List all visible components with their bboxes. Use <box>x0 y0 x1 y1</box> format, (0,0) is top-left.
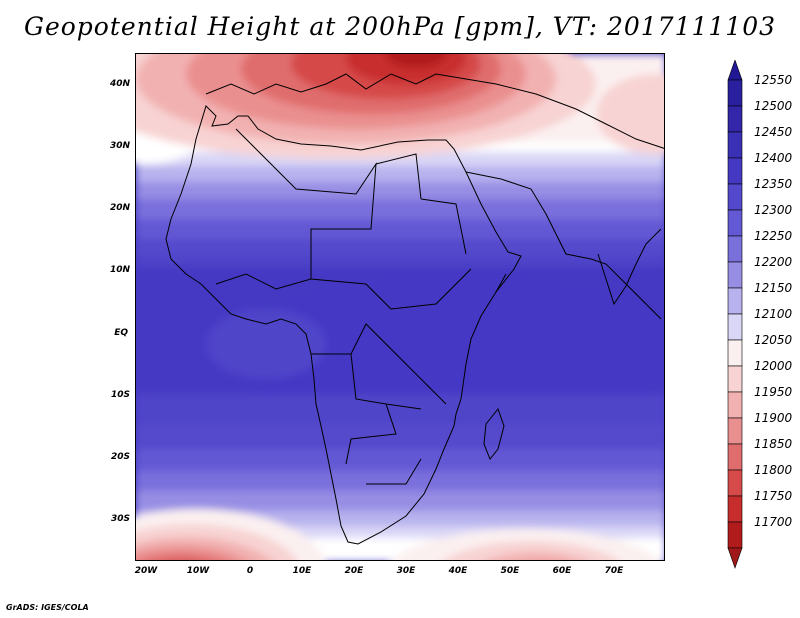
lon-label-50e: 50E <box>500 566 520 576</box>
lat-label-30n: 30N <box>109 141 130 151</box>
africa-coast <box>165 105 522 545</box>
country-borders <box>215 128 472 485</box>
lon-label-30e: 30E <box>396 566 416 576</box>
colorbar-level-label: 12100 <box>754 307 793 321</box>
colorbar-level-label: 12300 <box>754 203 793 217</box>
colorbar-level-label: 12150 <box>754 281 793 295</box>
colorbar-level-label: 12050 <box>754 333 793 347</box>
colorbar-swatch <box>727 183 743 211</box>
lon-label-60e: 60E <box>552 566 572 576</box>
colorbar-swatch <box>727 443 743 471</box>
lon-label-70e: 70E <box>604 566 624 576</box>
colorbar-level-label: 12450 <box>754 125 793 139</box>
colorbar-level-label: 11750 <box>754 489 793 503</box>
arabia-coast <box>465 171 662 320</box>
colorbar-level-label: 12500 <box>754 99 793 113</box>
colorbar-level-label: 11950 <box>754 385 793 399</box>
lat-label-10s: 10S <box>110 390 130 400</box>
colorbar-level-label: 11900 <box>754 411 793 425</box>
colorbar <box>727 60 743 569</box>
horn-coast <box>495 273 507 293</box>
lat-label-20s: 20S <box>110 452 130 462</box>
lon-label-20w: 20W <box>134 566 158 576</box>
colorbar-swatch <box>727 79 743 107</box>
colorbar-top-arrow <box>727 60 743 81</box>
colorbar-level-label: 12350 <box>754 177 793 191</box>
madagascar <box>483 407 505 460</box>
colorbar-swatch <box>727 339 743 367</box>
lon-label-10e: 10E <box>292 566 312 576</box>
colorbar-swatch <box>727 521 743 549</box>
lat-label-40n: 40N <box>109 79 130 89</box>
colorbar-swatch <box>727 105 743 133</box>
colorbar-level-label: 12250 <box>754 229 793 243</box>
lat-label-10n: 10N <box>109 265 130 275</box>
colorbar-level-label: 12400 <box>754 151 793 165</box>
colorbar-swatch <box>727 469 743 497</box>
colorbar-swatch <box>727 391 743 419</box>
colorbar-level-label: 11800 <box>754 463 793 477</box>
chart-title: Geopotential Height at 200hPa [gpm], VT:… <box>23 12 777 41</box>
lon-label-20e: 20E <box>344 566 364 576</box>
colorbar-swatch <box>727 157 743 185</box>
coastlines <box>165 73 664 545</box>
height-field <box>136 54 664 560</box>
lat-label-30s: 30S <box>110 514 130 524</box>
colorbar-swatch <box>727 313 743 341</box>
lat-label-eq: EQ <box>114 328 128 338</box>
map-panel <box>135 53 665 561</box>
colorbar-level-label: 11700 <box>754 515 793 529</box>
colorbar-swatch <box>727 495 743 523</box>
colorbar-swatch <box>727 417 743 445</box>
colorbar-level-label: 12000 <box>754 359 793 373</box>
colorbar-swatch <box>727 209 743 237</box>
credit-text: GrADS: IGES/COLA <box>6 603 89 612</box>
colorbar-swatch <box>727 235 743 263</box>
lon-label-10w: 10W <box>186 566 210 576</box>
colorbar-swatch <box>727 365 743 393</box>
india-coast <box>597 228 662 306</box>
colorbar-level-label: 12550 <box>754 73 793 87</box>
colorbar-bottom-arrow <box>727 547 743 569</box>
lon-label-40e: 40E <box>448 566 468 576</box>
map-canvas <box>136 54 664 560</box>
colorbar-level-label: 12200 <box>754 255 793 269</box>
colorbar-swatch <box>727 287 743 315</box>
europe-asia-coast <box>205 73 664 149</box>
lat-label-20n: 20N <box>109 203 130 213</box>
lon-label-0: 0 <box>246 566 254 576</box>
colorbar-level-label: 11850 <box>754 437 793 451</box>
colorbar-swatch <box>727 131 743 159</box>
colorbar-swatch <box>727 261 743 289</box>
